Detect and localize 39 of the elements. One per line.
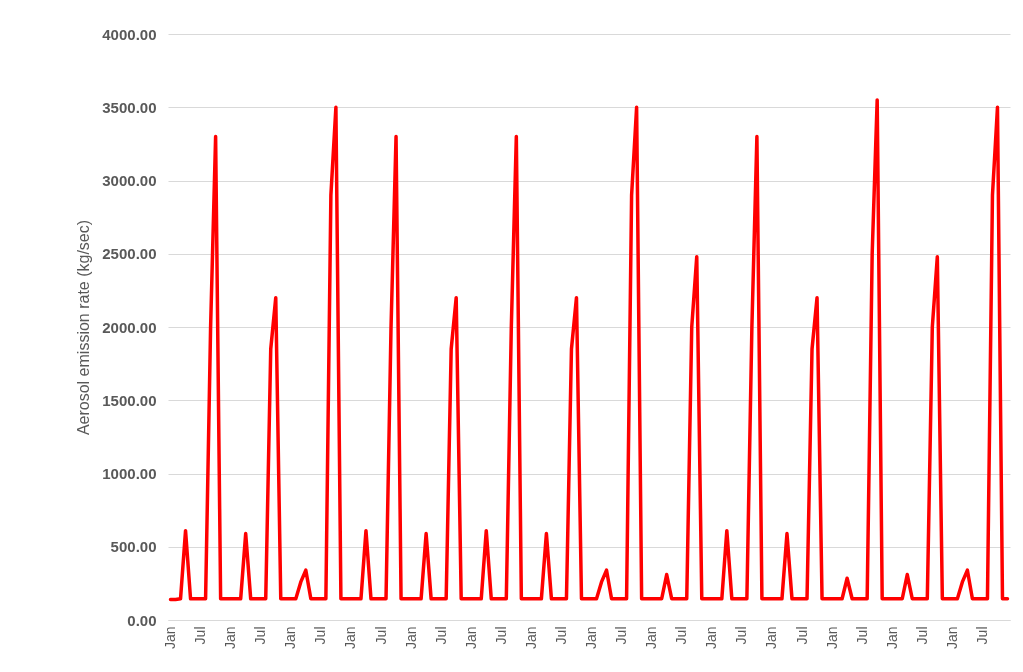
x-tick-label: Jan [402,626,419,650]
x-tick-label: Jul [673,626,690,645]
y-tick-label: 1000.00 [102,465,157,482]
x-tick-label: Jan [943,626,960,650]
y-tick-label: 3000.00 [102,172,157,189]
x-tick-label: Jan [823,626,840,650]
x-tick-label: Jul [492,626,509,645]
y-axis-title: Aerosol emission rate (kg/sec) [75,219,93,436]
x-tick-label: Jan [703,626,720,650]
y-tick-label: 2000.00 [102,318,157,336]
x-tick-label: Jan [583,626,600,650]
x-tick-label: Jan [883,626,900,650]
x-tick-label: Jan [462,626,479,650]
x-tick-label: Jan [522,626,539,650]
x-tick-label: Jul [853,626,870,645]
x-tick-label: Jan [643,626,660,650]
y-tick-label: 1500.00 [102,391,157,409]
x-tick-label: Jan [763,626,780,650]
x-tick-label: Jul [312,626,329,645]
x-tick-label: Jul [252,626,269,645]
y-tick-label: 4000.00 [102,25,157,43]
x-tick-label: Jul [733,626,750,645]
x-tick-label: Jul [913,626,930,645]
x-tick-label: Jul [372,626,389,645]
x-tick-label: Jan [162,626,179,650]
y-tick-label: 500.00 [110,538,157,556]
x-tick-label: Jul [613,626,630,645]
y-tick-label: 2500.00 [102,245,157,263]
x-tick-label: Jul [973,626,990,645]
line-series [168,98,1010,602]
y-tick-label: 3500.00 [102,98,157,116]
x-tick-label: Jul [192,626,209,645]
x-tick-label: Jan [282,626,299,650]
x-tick-label: Jul [793,626,810,645]
x-tick-label: Jan [342,626,359,650]
x-tick-label: Jan [222,626,239,650]
x-tick-label: Jul [552,626,569,645]
x-tick-label: Jul [432,626,449,645]
y-tick-label: 0.00 [127,611,157,629]
